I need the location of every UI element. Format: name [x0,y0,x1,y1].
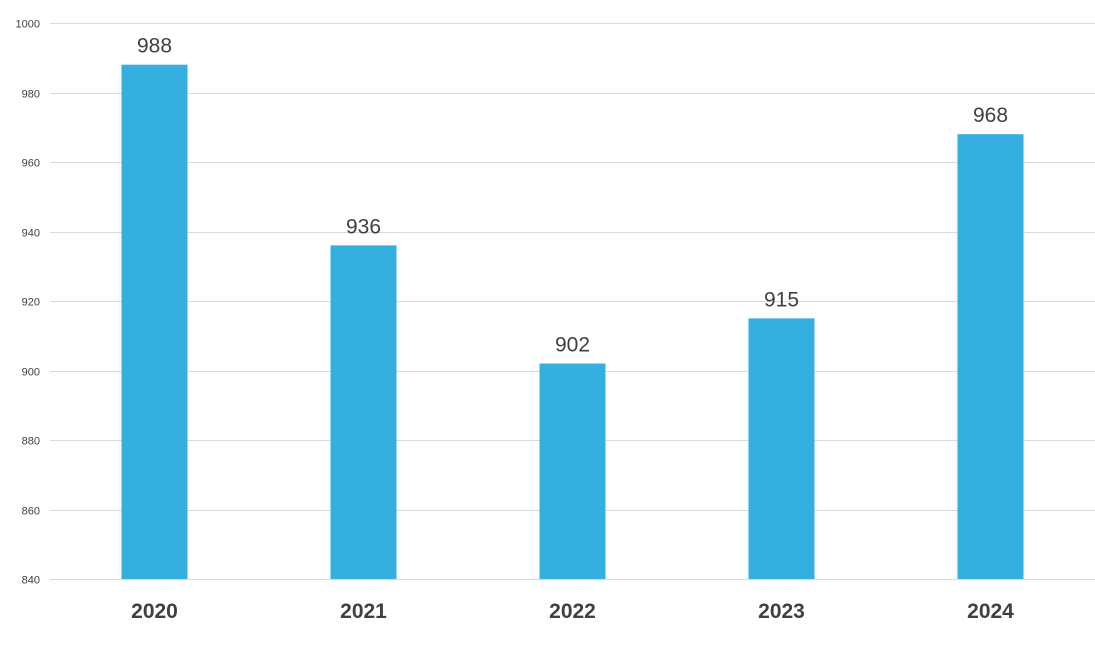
y-tick-label: 980 [22,89,40,101]
y-tick-label: 940 [22,228,40,240]
y-tick-label: 920 [22,297,40,309]
data-label-2022: 902 [555,334,590,357]
data-label-2021: 936 [346,215,381,238]
y-tick-label: 1000 [16,19,40,31]
bars [121,64,1024,579]
x-tick-label-2023: 2023 [758,600,805,623]
gridlines [50,23,1095,580]
bar-2022 [539,363,606,579]
data-labels: 988 936 902 915 968 [137,35,1008,357]
x-tick-label-2021: 2021 [340,600,387,623]
bar-2024 [957,134,1024,579]
data-label-2023: 915 [764,288,799,311]
y-axis-ticks: 840 860 880 900 920 940 960 980 1000 [16,19,40,587]
bar-2020 [121,64,188,579]
y-tick-label: 960 [22,158,40,170]
x-tick-label-2020: 2020 [131,600,178,623]
data-label-2024: 968 [973,104,1008,127]
x-tick-label-2022: 2022 [549,600,596,623]
bar-2021 [330,245,397,579]
y-tick-label: 900 [22,367,40,379]
x-tick-label-2024: 2024 [967,600,1014,623]
x-axis-ticks: 2020 2021 2022 2023 2024 [131,600,1014,623]
y-tick-label: 840 [22,575,40,587]
y-tick-label: 860 [22,506,40,518]
y-tick-label: 880 [22,436,40,448]
bar-2023 [748,318,815,579]
data-label-2020: 988 [137,35,172,58]
